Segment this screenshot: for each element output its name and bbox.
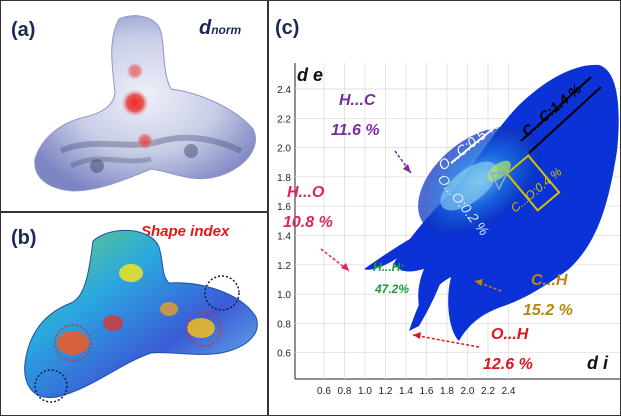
x-tick-labels: 0.6 0.8 1.0 1.2 1.4 1.6 1.8 2.0 2.2 2.4 <box>317 386 516 397</box>
x-tick-label: 1.0 <box>358 386 372 397</box>
x-tick-label: 0.8 <box>338 386 352 397</box>
dnorm-title: dnorm <box>199 17 241 40</box>
y-tick-label: 2.2 <box>277 114 291 125</box>
shape-index-title: Shape index <box>141 223 230 240</box>
panel-c-label: (c) <box>275 17 300 39</box>
hh-value: 47.2% <box>374 282 409 296</box>
y-tick-label: 1.0 <box>277 290 291 301</box>
panel-a: (a) dnorm <box>0 0 268 212</box>
y-tick-label: 0.8 <box>277 319 291 330</box>
dnorm-title-main: d <box>199 17 212 39</box>
ch-value: 15.2 % <box>523 302 573 319</box>
panel-b: (b) Shape index <box>0 212 268 416</box>
x-tick-label: 1.8 <box>440 386 454 397</box>
y-tick-label: 0.6 <box>277 349 291 360</box>
hc-label: H...C <box>339 92 376 109</box>
dnorm-title-sub: norm <box>211 23 242 37</box>
y-tick-label: 2.0 <box>277 144 291 155</box>
oh-label: O...H <box>491 326 529 343</box>
x-tick-label: 2.4 <box>502 386 516 397</box>
x-axis-label: d i <box>587 353 609 373</box>
x-tick-label: 1.2 <box>379 386 393 397</box>
x-tick-label: 0.6 <box>317 386 331 397</box>
ho-label: H...O <box>287 184 325 201</box>
x-tick-label: 2.2 <box>481 386 495 397</box>
hc-value: 11.6 % <box>331 122 380 139</box>
fingerprint-plot: d e d i 0.6 0.8 1.0 1.2 1.4 1.6 1.8 2.0 2.2 2.4 2… <box>277 63 620 397</box>
y-tick-labels: 2.4 2.2 2.0 1.8 1.6 1.4 1.2 1.0 0.8 0.6 <box>277 85 291 360</box>
shape-index-surface-image <box>24 229 258 403</box>
hh-label: H...H: <box>373 260 404 274</box>
y-tick-label: 1.6 <box>277 202 291 213</box>
fingerprint-density <box>364 64 619 341</box>
dnorm-surface-image <box>34 15 256 192</box>
ho-arrow <box>320 248 350 272</box>
y-axis-label: d e <box>297 65 323 85</box>
y-tick-label: 1.2 <box>277 261 291 272</box>
panel-b-label: (b) <box>11 227 37 249</box>
oh-value: 12.6 % <box>483 356 533 373</box>
ch-label: C...H <box>531 272 568 289</box>
x-tick-label: 1.6 <box>420 386 434 397</box>
panel-a-label: (a) <box>11 19 36 41</box>
x-tick-label: 1.4 <box>399 386 413 397</box>
contact-markers <box>320 76 602 348</box>
ho-value: 10.8 % <box>283 214 333 231</box>
y-tick-label: 1.4 <box>277 232 291 243</box>
panel-c: (c) <box>268 0 621 416</box>
y-tick-label: 1.8 <box>277 173 291 184</box>
oh-arrow <box>412 334 480 348</box>
y-tick-label: 2.4 <box>277 85 291 96</box>
x-tick-label: 2.0 <box>461 386 475 397</box>
